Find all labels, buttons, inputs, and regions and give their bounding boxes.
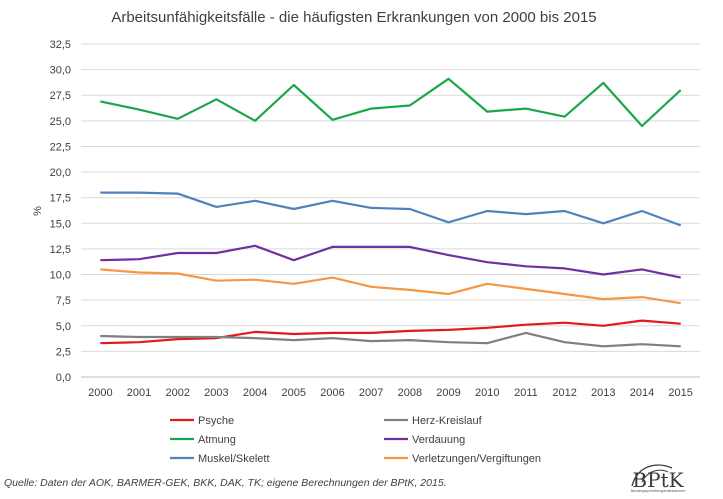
legend-label: Atmung bbox=[198, 434, 236, 446]
y-tick-label: 25,0 bbox=[50, 116, 71, 128]
y-tick-label: 17,5 bbox=[50, 193, 71, 205]
x-tick-label: 2013 bbox=[591, 387, 615, 399]
y-tick-label: 30,0 bbox=[50, 65, 71, 77]
source-note: Quelle: Daten der AOK, BARMER-GEK, BKK, … bbox=[4, 477, 447, 489]
x-tick-label: 2002 bbox=[165, 387, 189, 399]
x-tick-label: 2007 bbox=[359, 387, 383, 399]
y-tick-label: 2,5 bbox=[56, 346, 71, 358]
x-tick-label: 2012 bbox=[552, 387, 576, 399]
series-line-herz-kreislauf bbox=[100, 331, 681, 348]
legend: Psyche Herz-Kreislauf Atmung Verdauung Muske… bbox=[170, 415, 541, 465]
series-line-atmung bbox=[100, 77, 682, 128]
x-tick-label: 2000 bbox=[88, 387, 112, 399]
y-tick-label: 10,0 bbox=[50, 270, 71, 282]
x-tick-label: 2011 bbox=[514, 387, 538, 399]
y-tick-label: 27,5 bbox=[50, 90, 71, 102]
y-tick-label: 7,5 bbox=[56, 295, 71, 307]
series-line-psyche bbox=[100, 319, 681, 345]
x-tick-label: 2008 bbox=[398, 387, 422, 399]
legend-label: Herz-Kreislauf bbox=[412, 415, 483, 427]
y-tick-label: 15,0 bbox=[50, 218, 71, 230]
x-tick-label: 2006 bbox=[320, 387, 344, 399]
legend-label: Psyche bbox=[198, 415, 234, 427]
logo-subtitle: Bundespsychotherapeutenkammer bbox=[631, 489, 686, 493]
y-tick-label: 22,5 bbox=[50, 141, 71, 153]
grid bbox=[81, 43, 700, 378]
y-axis: 0,0 2,5 5,0 7,5 10,0 12,5 15,0 17,5 20,0 22,5 25,0… bbox=[50, 39, 71, 384]
x-tick-label: 2014 bbox=[630, 387, 654, 399]
legend-label: Verdauung bbox=[412, 434, 465, 446]
x-axis: 2000 2001 2002 2003 2004 2005 2006 2007 2008 2009… bbox=[88, 387, 693, 399]
bptk-logo: BPtK Bundespsychotherapeutenkammer bbox=[631, 464, 686, 493]
x-tick-label: 2004 bbox=[243, 387, 267, 399]
y-tick-label: 32,5 bbox=[50, 39, 71, 51]
legend-label: Muskel/Skelett bbox=[198, 453, 270, 465]
x-tick-label: 2005 bbox=[282, 387, 306, 399]
y-tick-label: 20,0 bbox=[50, 167, 71, 179]
y-tick-label: 0,0 bbox=[56, 372, 71, 384]
logo-text: BPtK bbox=[632, 468, 684, 492]
chart-title: Arbeitsunfähigkeitsfälle - die häufigste… bbox=[111, 9, 596, 26]
series-line-verdauung bbox=[100, 244, 681, 279]
x-tick-label: 2010 bbox=[475, 387, 499, 399]
x-tick-label: 2009 bbox=[436, 387, 460, 399]
y-tick-label: 5,0 bbox=[56, 321, 71, 333]
y-axis-label: % bbox=[32, 206, 44, 216]
x-tick-label: 2015 bbox=[668, 387, 692, 399]
series-lines bbox=[100, 77, 682, 348]
y-tick-label: 12,5 bbox=[50, 244, 71, 256]
x-tick-label: 2001 bbox=[127, 387, 151, 399]
legend-label: Verletzungen/Vergiftungen bbox=[412, 453, 541, 465]
series-line-muskel-skelett bbox=[100, 191, 682, 227]
series-line-verletzungen-vergiftungen bbox=[100, 268, 681, 305]
x-tick-label: 2003 bbox=[204, 387, 228, 399]
